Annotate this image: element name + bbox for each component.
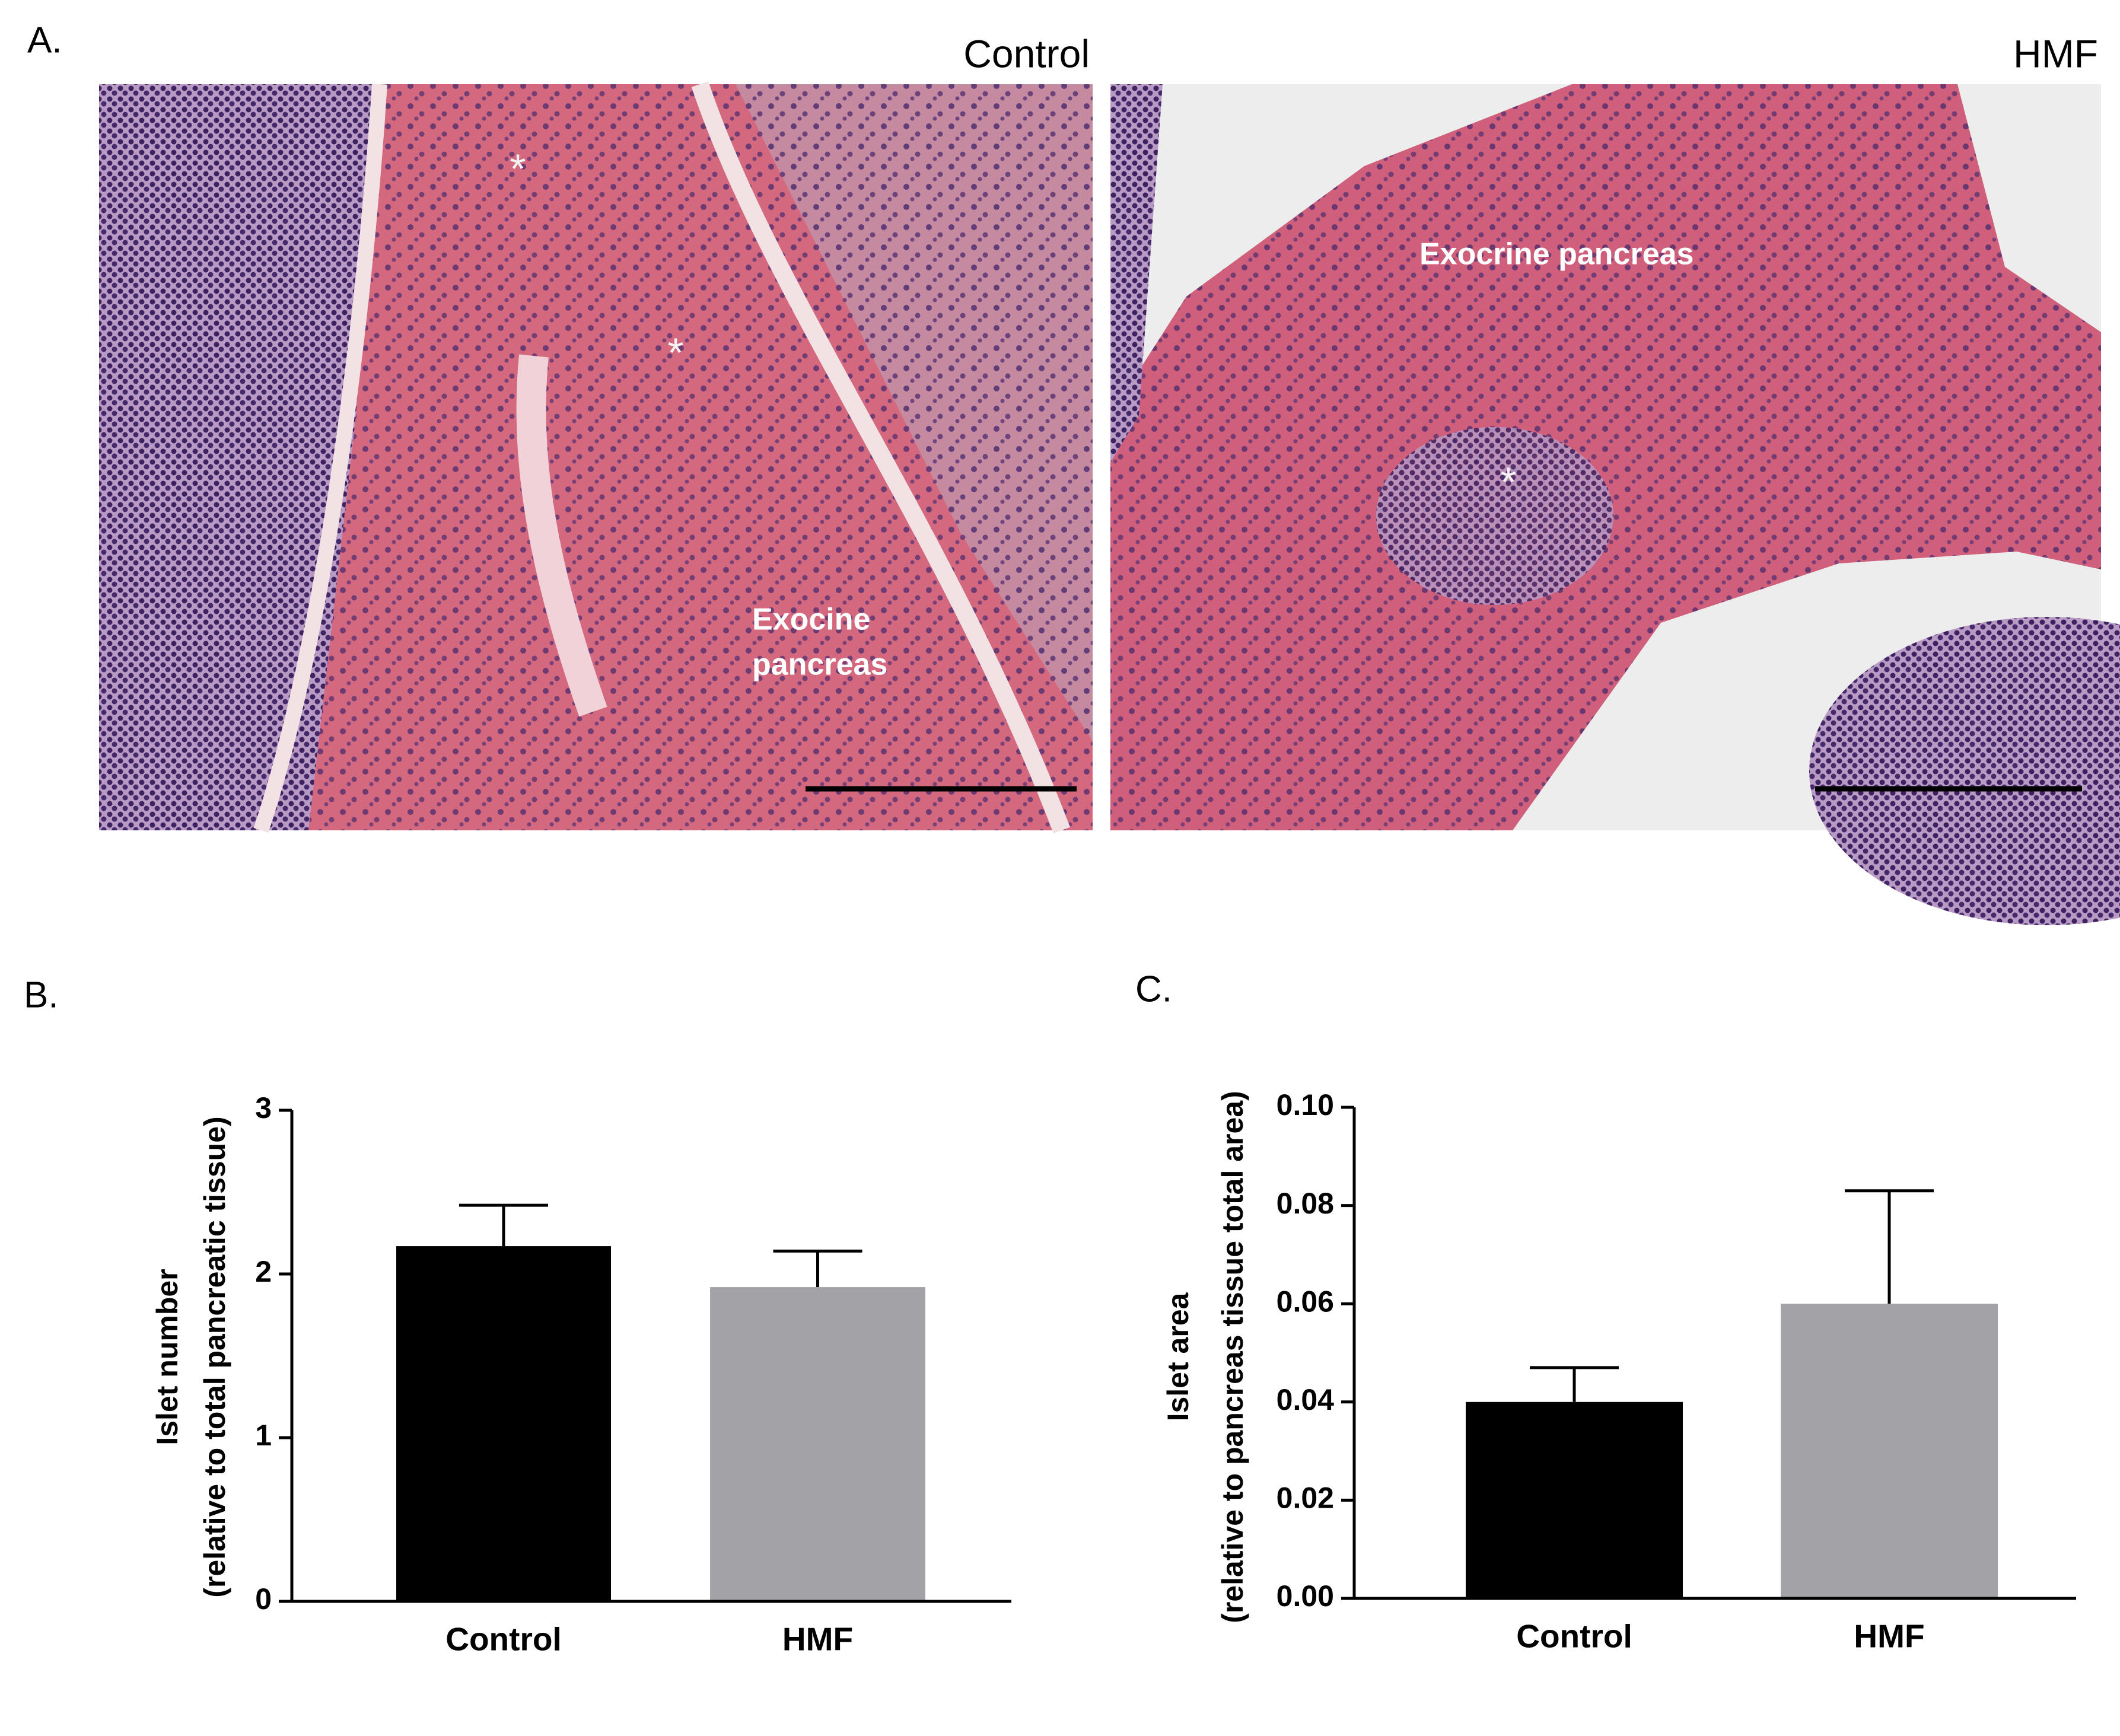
y-tick-label: 0.02: [1277, 1482, 1334, 1515]
bar: [1781, 1304, 1998, 1598]
y-axis-label: Islet area: [1161, 1292, 1195, 1421]
micrograph-title: HMF: [2013, 31, 2098, 75]
bar: [396, 1246, 611, 1601]
bar: [1466, 1401, 1683, 1598]
x-tick-label: HMF: [1854, 1618, 1924, 1655]
x-tick-label: Control: [1516, 1618, 1632, 1655]
y-tick-label: 3: [255, 1091, 272, 1125]
y-tick-label: 0.06: [1277, 1285, 1334, 1318]
micrograph-label: Exocine: [752, 603, 870, 637]
panel-label: C.: [1135, 969, 1172, 1009]
y-tick-label: 0.04: [1277, 1383, 1335, 1416]
micrograph-label: Exocrine pancreas: [1419, 237, 1694, 272]
y-tick-label: 1: [255, 1419, 272, 1452]
micrograph-title: Control: [963, 31, 1090, 75]
asterisk: *: [1500, 458, 1516, 505]
asterisk: *: [667, 329, 683, 375]
micrograph-label: pancreas: [752, 648, 887, 682]
x-tick-label: Control: [445, 1621, 562, 1658]
asterisk: *: [510, 145, 526, 192]
y-axis-label: (relative to pancreas tissue total area): [1216, 1091, 1249, 1623]
axis-line: [1352, 1107, 2076, 1600]
x-tick-label: HMF: [782, 1621, 853, 1658]
y-tick-label: 0.10: [1277, 1088, 1334, 1122]
panel-label: B.: [24, 974, 59, 1015]
axis-line: [290, 1110, 1011, 1603]
y-axis-label: (relative to total pancreatic tissue): [198, 1116, 231, 1597]
y-tick-label: 2: [255, 1255, 272, 1288]
micrograph: [1110, 84, 2120, 925]
panel-label: A.: [27, 20, 62, 60]
y-tick-label: 0.00: [1277, 1579, 1334, 1613]
y-tick-label: 0: [255, 1582, 272, 1616]
y-tick-label: 0.08: [1277, 1187, 1334, 1220]
y-axis-label: Islet number: [151, 1269, 184, 1445]
bar: [710, 1287, 925, 1601]
micrograph: [99, 81, 1093, 834]
